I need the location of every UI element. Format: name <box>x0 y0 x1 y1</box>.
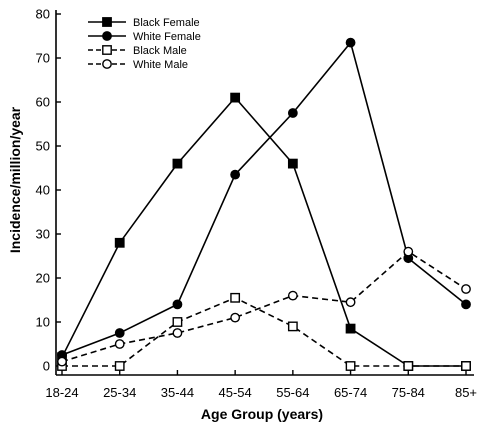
x-ticks: 18-24 25-34 35-44 45-54 55-64 65-74 75-84 85+ <box>45 370 477 400</box>
data-point-black-male <box>114 361 125 371</box>
data-point-white-male <box>403 246 414 257</box>
data-point-white-female <box>345 37 356 48</box>
data-point-white-male <box>287 290 298 301</box>
series-line-black-female <box>61 96 466 367</box>
legend-label: Black Male <box>133 45 187 57</box>
legend: Black Female White Female Black Male White … <box>88 17 201 71</box>
data-point-black-male <box>172 317 183 327</box>
data-point-white-male <box>230 312 241 323</box>
y-tick-label: 20 <box>36 271 50 286</box>
legend-item-white-male: White Male <box>88 59 188 71</box>
x-tick-label: 18-24 <box>45 385 78 400</box>
x-tick-label: 65-74 <box>334 385 367 400</box>
x-tick-label: 35-44 <box>161 385 194 400</box>
legend-marker <box>102 31 112 41</box>
data-point-white-male <box>57 356 67 367</box>
series-layer <box>57 37 471 371</box>
x-axis-title: Age Group (years) <box>201 406 323 422</box>
y-tick-label: 30 <box>36 227 50 242</box>
data-point-black-female <box>287 158 298 169</box>
data-point-white-female <box>172 299 183 310</box>
data-point-black-male <box>230 292 241 303</box>
x-tick-label: 25-34 <box>103 385 136 400</box>
data-point-white-male <box>345 297 356 308</box>
data-point-black-female <box>172 158 183 169</box>
x-tick-label: 85+ <box>455 385 477 400</box>
data-point-black-male <box>403 361 414 371</box>
y-tick-label: 40 <box>36 183 50 198</box>
data-point-black-female <box>114 237 125 248</box>
data-point-white-female <box>461 299 471 310</box>
x-tick-label: 55-64 <box>276 385 309 400</box>
y-ticks: 0 10 20 30 40 50 60 70 80 <box>36 7 61 374</box>
y-tick-label: 80 <box>36 7 50 22</box>
legend-item-black-male: Black Male <box>88 45 187 57</box>
y-tick-label: 60 <box>36 95 50 110</box>
y-tick-label: 10 <box>36 315 50 330</box>
legend-marker <box>102 59 112 69</box>
y-axis-title: Incidence/million/year <box>7 106 23 253</box>
data-point-white-male <box>114 339 125 349</box>
legend-label: White Female <box>133 31 201 43</box>
series-white-male <box>57 246 471 367</box>
data-point-black-male <box>345 361 356 371</box>
data-point-white-male <box>172 328 183 338</box>
data-point-black-female <box>230 92 241 103</box>
data-point-black-male <box>461 361 471 371</box>
x-tick-label: 45-54 <box>219 385 252 400</box>
x-tick-label: 75-84 <box>392 385 425 400</box>
data-point-black-female <box>345 323 356 334</box>
data-point-white-female <box>114 328 125 338</box>
series-line-white-female <box>61 41 467 356</box>
y-tick-label: 70 <box>36 51 50 66</box>
data-point-black-male <box>287 321 298 332</box>
legend-label: Black Female <box>133 17 200 29</box>
y-tick-label: 50 <box>36 139 50 154</box>
legend-item-white-female: White Female <box>88 31 201 43</box>
legend-marker <box>102 17 112 27</box>
series-white-female <box>57 37 471 360</box>
legend-label: White Male <box>133 59 188 71</box>
axes <box>55 10 474 376</box>
legend-marker <box>102 45 112 55</box>
legend-item-black-female: Black Female <box>88 17 200 29</box>
data-point-white-male <box>461 284 471 294</box>
data-point-white-female <box>287 108 298 118</box>
series-line-black-male <box>62 296 466 367</box>
series-line-white-male <box>61 250 467 363</box>
data-point-white-female <box>230 169 241 180</box>
y-tick-label: 0 <box>43 359 50 374</box>
